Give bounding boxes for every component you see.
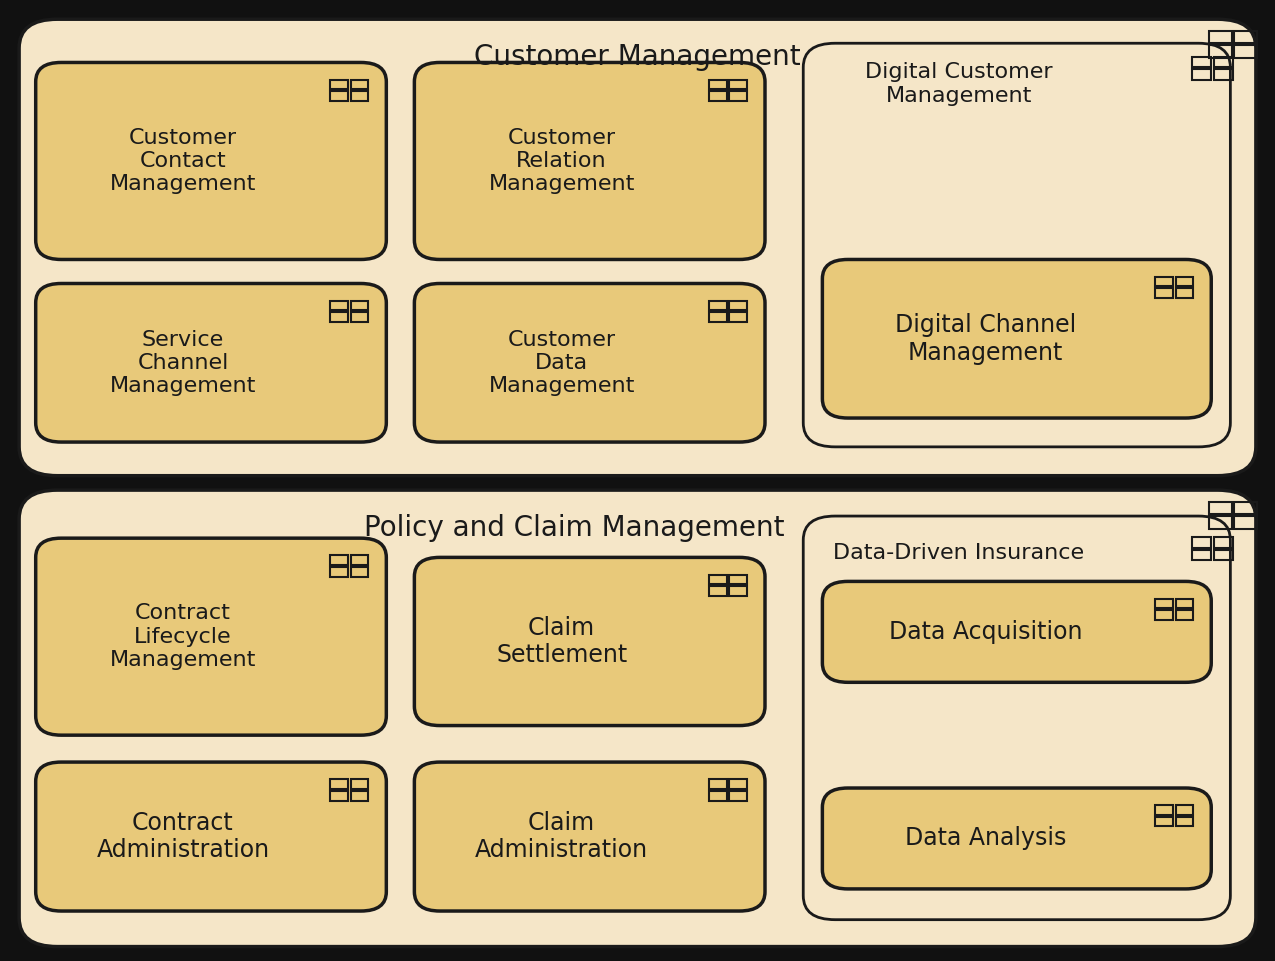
Bar: [729, 586, 747, 596]
FancyBboxPatch shape: [822, 788, 1211, 889]
Bar: [729, 575, 747, 584]
FancyBboxPatch shape: [414, 557, 765, 726]
Bar: [330, 312, 348, 322]
Bar: [1192, 57, 1211, 67]
Bar: [729, 301, 747, 310]
Bar: [351, 80, 368, 89]
Bar: [1176, 288, 1193, 298]
Bar: [709, 312, 727, 322]
Bar: [1176, 817, 1193, 826]
FancyBboxPatch shape: [414, 62, 765, 259]
Bar: [729, 791, 747, 801]
Bar: [1155, 805, 1173, 815]
Bar: [709, 91, 727, 101]
Bar: [330, 791, 348, 801]
Bar: [1209, 516, 1232, 529]
FancyBboxPatch shape: [414, 283, 765, 442]
Bar: [1214, 57, 1233, 67]
Bar: [729, 779, 747, 789]
Text: Policy and Claim Management: Policy and Claim Management: [363, 514, 784, 542]
Bar: [351, 301, 368, 310]
Bar: [729, 80, 747, 89]
FancyBboxPatch shape: [36, 762, 386, 911]
Bar: [709, 779, 727, 789]
FancyBboxPatch shape: [414, 762, 765, 911]
FancyBboxPatch shape: [803, 516, 1230, 920]
Text: Service
Channel
Management: Service Channel Management: [110, 330, 256, 396]
Bar: [1214, 69, 1233, 80]
Text: Customer
Relation
Management: Customer Relation Management: [488, 128, 635, 194]
FancyBboxPatch shape: [36, 538, 386, 735]
Text: Contract
Lifecycle
Management: Contract Lifecycle Management: [110, 604, 256, 670]
Text: Data Analysis: Data Analysis: [905, 826, 1066, 850]
Bar: [1192, 537, 1211, 548]
Bar: [1234, 502, 1257, 514]
Bar: [729, 91, 747, 101]
Bar: [1155, 277, 1173, 286]
Bar: [351, 791, 368, 801]
Bar: [1155, 288, 1173, 298]
FancyBboxPatch shape: [19, 19, 1256, 476]
Bar: [1176, 277, 1193, 286]
Bar: [1155, 610, 1173, 620]
Bar: [330, 91, 348, 101]
Text: Customer
Data
Management: Customer Data Management: [488, 330, 635, 396]
Bar: [1192, 550, 1211, 560]
Bar: [351, 555, 368, 565]
Bar: [709, 575, 727, 584]
Text: Data-Driven Insurance: Data-Driven Insurance: [834, 543, 1084, 563]
Text: Digital Customer
Management: Digital Customer Management: [864, 62, 1053, 106]
Text: Customer
Contact
Management: Customer Contact Management: [110, 128, 256, 194]
FancyBboxPatch shape: [822, 581, 1211, 682]
Bar: [729, 312, 747, 322]
Bar: [330, 80, 348, 89]
Bar: [1176, 599, 1193, 608]
Bar: [1155, 817, 1173, 826]
Bar: [1176, 610, 1193, 620]
Bar: [1234, 31, 1257, 43]
FancyBboxPatch shape: [36, 283, 386, 442]
Bar: [351, 779, 368, 789]
Bar: [1214, 537, 1233, 548]
Text: Claim
Administration: Claim Administration: [476, 811, 648, 862]
Bar: [1192, 69, 1211, 80]
Bar: [1234, 516, 1257, 529]
Bar: [709, 80, 727, 89]
Bar: [1209, 502, 1232, 514]
Bar: [351, 312, 368, 322]
Bar: [1176, 805, 1193, 815]
Bar: [1214, 550, 1233, 560]
Bar: [330, 555, 348, 565]
Text: Claim
Settlement: Claim Settlement: [496, 616, 627, 667]
Text: Digital Channel
Management: Digital Channel Management: [895, 313, 1076, 364]
Bar: [1209, 31, 1232, 43]
Text: Customer Management: Customer Management: [474, 43, 801, 71]
Bar: [709, 301, 727, 310]
FancyBboxPatch shape: [36, 62, 386, 259]
Bar: [330, 301, 348, 310]
Bar: [709, 791, 727, 801]
FancyBboxPatch shape: [803, 43, 1230, 447]
FancyBboxPatch shape: [822, 259, 1211, 418]
Bar: [330, 567, 348, 577]
Bar: [709, 586, 727, 596]
Bar: [351, 567, 368, 577]
Bar: [351, 91, 368, 101]
FancyBboxPatch shape: [19, 490, 1256, 947]
Bar: [330, 779, 348, 789]
Text: Contract
Administration: Contract Administration: [97, 811, 269, 862]
Bar: [1234, 45, 1257, 58]
Text: Data Acquisition: Data Acquisition: [889, 620, 1082, 644]
Bar: [1155, 599, 1173, 608]
Bar: [1209, 45, 1232, 58]
